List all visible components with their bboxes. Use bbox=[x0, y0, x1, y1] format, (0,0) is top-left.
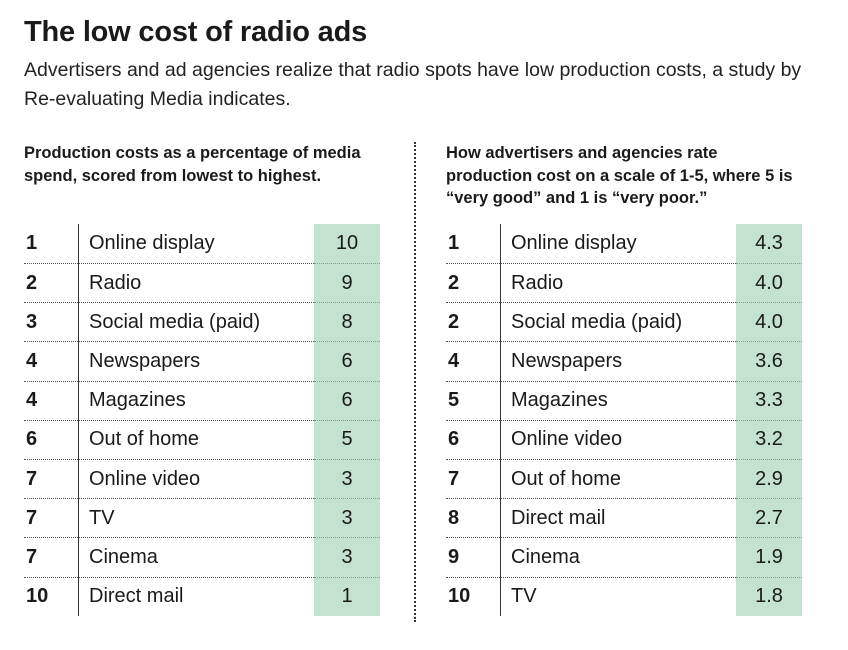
value-cell: 3 bbox=[314, 498, 380, 539]
rating-table: 1 Online display 4.3 2 Radio 4.0 2 Social media… bbox=[446, 224, 802, 617]
rank-cell: 7 bbox=[24, 537, 79, 578]
value-cell: 8 bbox=[314, 302, 380, 343]
medium-cell: Direct mail bbox=[500, 498, 736, 539]
rank-cell: 7 bbox=[24, 459, 79, 500]
table-row: 4 Newspapers 6 bbox=[24, 341, 380, 382]
medium-cell: Online display bbox=[78, 224, 314, 264]
table-row: 4 Newspapers 3.6 bbox=[446, 341, 802, 382]
table-row: 10 TV 1.8 bbox=[446, 577, 802, 617]
panel-divider bbox=[414, 142, 416, 622]
value-cell: 4.0 bbox=[736, 302, 802, 343]
medium-cell: Social media (paid) bbox=[78, 302, 314, 343]
rank-cell: 2 bbox=[446, 263, 501, 304]
medium-cell: TV bbox=[78, 498, 314, 539]
value-cell: 2.7 bbox=[736, 498, 802, 539]
table-row: 5 Magazines 3.3 bbox=[446, 381, 802, 421]
rank-cell: 7 bbox=[24, 498, 79, 539]
value-cell: 3 bbox=[314, 537, 380, 578]
table-row: 1 Online display 4.3 bbox=[446, 224, 802, 264]
table-row: 2 Social media (paid) 4.0 bbox=[446, 302, 802, 343]
value-cell: 2.9 bbox=[736, 459, 802, 500]
value-cell: 4.0 bbox=[736, 263, 802, 304]
rank-cell: 4 bbox=[446, 341, 501, 382]
value-cell: 3.2 bbox=[736, 420, 802, 460]
rank-cell: 3 bbox=[24, 302, 79, 343]
table-row: 7 Out of home 2.9 bbox=[446, 459, 802, 500]
table-row: 9 Cinema 1.9 bbox=[446, 537, 802, 578]
production-cost-heading: Production costs as a percentage of medi… bbox=[24, 144, 361, 185]
table-row: 6 Out of home 5 bbox=[24, 420, 380, 460]
table-row: 2 Radio 9 bbox=[24, 263, 380, 304]
table-row: 7 Cinema 3 bbox=[24, 537, 380, 578]
medium-cell: Online display bbox=[500, 224, 736, 264]
value-cell: 6 bbox=[314, 381, 380, 421]
table-row: 2 Radio 4.0 bbox=[446, 263, 802, 304]
medium-cell: Magazines bbox=[78, 381, 314, 421]
rank-cell: 9 bbox=[446, 537, 501, 578]
medium-cell: Newspapers bbox=[500, 341, 736, 382]
medium-cell: Online video bbox=[78, 459, 314, 500]
production-cost-panel: Production costs as a percentage of medi… bbox=[24, 142, 384, 617]
table-row: 8 Direct mail 2.7 bbox=[446, 498, 802, 539]
medium-cell: Radio bbox=[500, 263, 736, 304]
rank-cell: 10 bbox=[448, 585, 471, 608]
rating-panel: How advertisers and agencies rate produc… bbox=[446, 142, 806, 617]
medium-cell: Out of home bbox=[500, 459, 736, 500]
table-row: 7 Online video 3 bbox=[24, 459, 380, 500]
value-cell: 1 bbox=[314, 577, 380, 617]
medium-cell: Magazines bbox=[500, 381, 736, 421]
value-cell: 4.3 bbox=[736, 224, 802, 264]
medium-cell: Online video bbox=[500, 420, 736, 460]
medium-cell: Direct mail bbox=[78, 577, 314, 617]
rank-cell: 6 bbox=[24, 420, 79, 460]
medium-cell: Social media (paid) bbox=[500, 302, 736, 343]
rank-cell: 7 bbox=[446, 459, 501, 500]
medium-cell: Out of home bbox=[78, 420, 314, 460]
medium-cell: Radio bbox=[78, 263, 314, 304]
medium-cell: TV bbox=[500, 577, 736, 617]
table-row: 3 Social media (paid) 8 bbox=[24, 302, 380, 343]
rank-cell: 8 bbox=[446, 498, 501, 539]
value-cell: 3.6 bbox=[736, 341, 802, 382]
table-row: 7 TV 3 bbox=[24, 498, 380, 539]
table-row: 1 Online display 10 bbox=[24, 224, 380, 264]
rating-heading: How advertisers and agencies rate produc… bbox=[446, 144, 793, 207]
value-cell: 6 bbox=[314, 341, 380, 382]
value-cell: 9 bbox=[314, 263, 380, 304]
value-cell: 5 bbox=[314, 420, 380, 460]
rank-cell: 4 bbox=[24, 381, 79, 421]
rank-cell: 10 bbox=[26, 585, 49, 608]
value-cell: 3.3 bbox=[736, 381, 802, 421]
rank-cell: 4 bbox=[24, 341, 79, 382]
production-cost-table: 1 Online display 10 2 Radio 9 3 Social media (p… bbox=[24, 224, 380, 617]
value-cell: 3 bbox=[314, 459, 380, 500]
medium-cell: Newspapers bbox=[78, 341, 314, 382]
rank-cell: 2 bbox=[24, 263, 79, 304]
chart-subtitle: Advertisers and ad agencies realize that… bbox=[24, 59, 802, 110]
value-cell: 1.8 bbox=[736, 577, 802, 617]
value-cell: 1.9 bbox=[736, 537, 802, 578]
rank-cell: 6 bbox=[446, 420, 501, 460]
value-cell: 10 bbox=[314, 224, 380, 264]
table-row: 6 Online video 3.2 bbox=[446, 420, 802, 460]
table-row: 10 Direct mail 1 bbox=[24, 577, 380, 617]
table-row: 4 Magazines 6 bbox=[24, 381, 380, 421]
rank-cell: 1 bbox=[24, 224, 79, 264]
rank-cell: 1 bbox=[446, 224, 501, 264]
rank-cell: 5 bbox=[446, 381, 501, 421]
chart-title: The low cost of radio ads bbox=[24, 16, 368, 48]
rank-cell: 2 bbox=[446, 302, 501, 343]
medium-cell: Cinema bbox=[500, 537, 736, 578]
medium-cell: Cinema bbox=[78, 537, 314, 578]
